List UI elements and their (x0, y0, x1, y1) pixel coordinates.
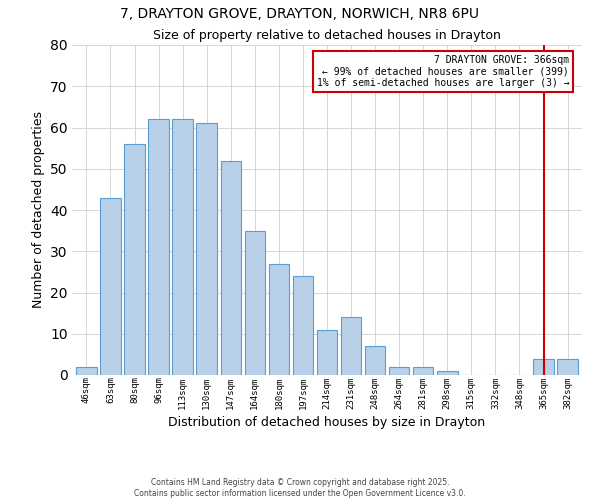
Bar (124, 144, 145, 375)
Bar (341, 318, 361, 375)
Text: 7 DRAYTON GROVE: 366sqm
← 99% of detached houses are smaller (399)
1% of semi-de: 7 DRAYTON GROVE: 366sqm ← 99% of detache… (317, 55, 569, 88)
Bar (317, 330, 337, 375)
Text: 7, DRAYTON GROVE, DRAYTON, NORWICH, NR8 6PU: 7, DRAYTON GROVE, DRAYTON, NORWICH, NR8 … (121, 8, 479, 22)
Bar (221, 160, 241, 375)
Y-axis label: Number of detached properties: Number of detached properties (32, 112, 44, 308)
Text: Contains HM Land Registry data © Crown copyright and database right 2025.
Contai: Contains HM Land Registry data © Crown c… (134, 478, 466, 498)
Bar (389, 367, 409, 375)
Title: Size of property relative to detached houses in Drayton: Size of property relative to detached ho… (153, 30, 501, 43)
Bar (365, 346, 385, 375)
X-axis label: Distribution of detached houses by size in Drayton: Distribution of detached houses by size … (169, 416, 485, 428)
Bar (100, 198, 121, 375)
Bar (293, 276, 313, 375)
Bar (269, 264, 289, 375)
Bar (148, 119, 169, 375)
Bar (437, 371, 458, 375)
Bar (76, 367, 97, 375)
Bar (533, 358, 554, 375)
Bar (413, 367, 433, 375)
Bar (172, 119, 193, 375)
Bar (245, 230, 265, 375)
Bar (196, 124, 217, 375)
Bar (557, 358, 578, 375)
